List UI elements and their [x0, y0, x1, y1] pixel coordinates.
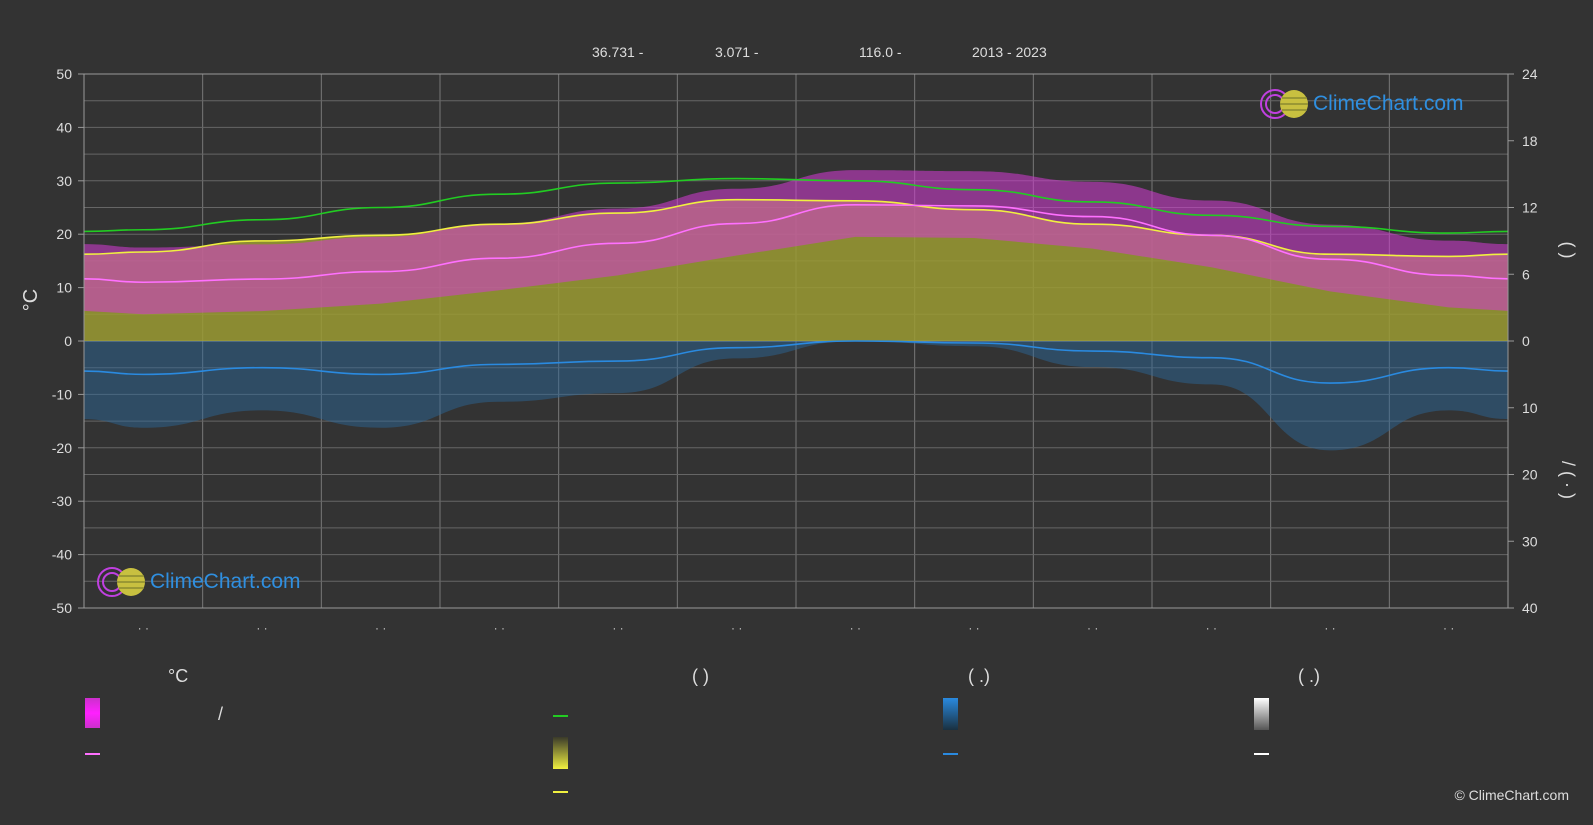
x-tick-label: · ·: [1087, 621, 1098, 635]
brand-logo-top[interactable]: ClimeChart.com: [1258, 87, 1464, 121]
left-axis-tick-label: -40: [52, 547, 72, 563]
sunshine-line: [84, 198, 1508, 258]
precipitation-band: [84, 341, 1508, 451]
legend-rain-swatch: [943, 698, 958, 730]
right-axis-top-tick-label: 18: [1522, 133, 1538, 149]
precipitation-line: [84, 340, 1508, 384]
left-axis-tick-label: -20: [52, 440, 72, 456]
right-axis-top-tick-label: 12: [1522, 200, 1538, 216]
brand-name: ClimeChart.com: [1313, 92, 1464, 115]
legend-snow-swatch: [1254, 698, 1269, 730]
right-axis-bottom-label: / ( · ): [1558, 461, 1578, 499]
legend-sun-head: ( ): [692, 666, 709, 686]
climechart-logo-icon: [95, 565, 149, 599]
legend-rain-head: ( .): [968, 666, 990, 686]
daylight-line: [84, 177, 1508, 234]
left-axis-tick-label: 40: [56, 119, 72, 135]
legend-temp-range-swatch: [85, 698, 100, 728]
left-axis-tick-label: -50: [52, 600, 72, 616]
right-axis-bottom-tick-label: 30: [1522, 533, 1538, 549]
x-tick-label: · ·: [612, 621, 623, 635]
left-axis-tick-label: 10: [56, 280, 72, 296]
chart-lines: [84, 177, 1508, 384]
right-axis-top-tick-label: 0: [1522, 333, 1530, 349]
legend-temperature-head: °C: [168, 666, 189, 686]
x-tick-label: · ·: [256, 621, 267, 635]
x-tick-label: · ·: [138, 621, 149, 635]
legend-sunshine-swatch: [553, 737, 568, 769]
header-elevation: 116.0 -: [859, 44, 902, 60]
x-tick-label: · ·: [494, 621, 505, 635]
chart-axes: 50 40 30 20 10 0 -10 -20 -30 -40 -50 24 18 12 6 0 10 20 30…: [52, 66, 1538, 635]
header-years: 2013 - 2023: [972, 44, 1047, 60]
legend-sunshine-line: [553, 791, 568, 793]
right-axis-top-tick-label: 24: [1522, 66, 1538, 82]
legend-temp-mean-line: [85, 753, 100, 755]
left-axis-tick-label: 50: [56, 66, 72, 82]
x-tick-label: · ·: [731, 621, 742, 635]
right-axis-bottom-tick-label: 10: [1522, 400, 1538, 416]
left-axis-label: °C: [20, 289, 42, 311]
right-axis-bottom-tick-label: 40: [1522, 600, 1538, 616]
left-axis-tick-label: 30: [56, 173, 72, 189]
x-tick-label: · ·: [1206, 621, 1217, 635]
right-axis-bottom-tick-label: 20: [1522, 467, 1538, 483]
copyright: © ClimeChart.com: [1454, 787, 1569, 803]
left-axis-tick-label: -10: [52, 386, 72, 402]
brand-logo-bottom[interactable]: ClimeChart.com: [95, 565, 301, 599]
legend-daylight-line: [553, 715, 568, 717]
x-tick-label: · ·: [850, 621, 861, 635]
left-axis-tick-label: 20: [56, 226, 72, 242]
temperature-range-band: [84, 170, 1508, 315]
legend-temp-range-sep: /: [218, 704, 224, 724]
right-axis-top-tick-label: 6: [1522, 266, 1530, 282]
x-tick-label: · ·: [968, 621, 979, 635]
climechart-logo-icon: [1258, 87, 1312, 121]
left-axis-tick-label: -30: [52, 493, 72, 509]
x-tick-label: · ·: [1324, 621, 1335, 635]
chart-bands: [84, 170, 1508, 451]
header-latitude: 36.731 -: [592, 44, 644, 60]
legend-snow-line: [1254, 753, 1269, 755]
brand-name: ClimeChart.com: [150, 570, 301, 593]
header-longitude: 3.071 -: [715, 44, 759, 60]
legend-snow-head: ( .): [1298, 666, 1320, 686]
right-axis-top-label: ( ): [1558, 242, 1578, 259]
x-tick-label: · ·: [375, 621, 386, 635]
legend-rain-line: [943, 753, 958, 755]
left-axis-tick-label: 0: [64, 333, 72, 349]
temperature-mean-line: [84, 204, 1508, 284]
x-tick-label: · ·: [1443, 621, 1454, 635]
